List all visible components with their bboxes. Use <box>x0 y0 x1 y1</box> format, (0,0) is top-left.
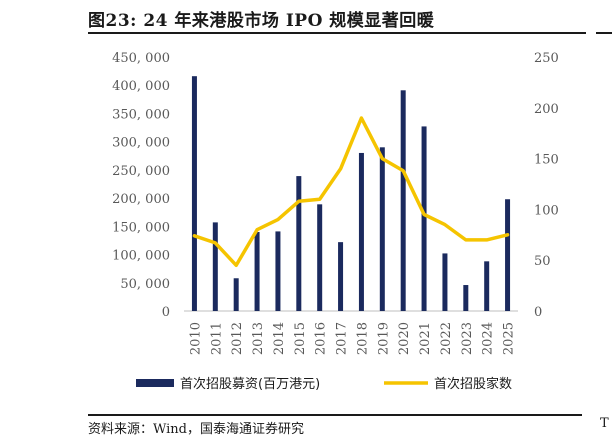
x-tick-label: 2025 <box>502 322 517 355</box>
left-tick-label: 200, 000 <box>112 192 170 207</box>
legend-bar-label: 首次招股募资(百万港元) <box>180 376 320 392</box>
left-tick-label: 300, 000 <box>112 136 170 151</box>
right-tick-label: 150 <box>534 153 559 168</box>
bar <box>442 253 448 311</box>
x-tick-label: 2023 <box>460 322 475 355</box>
x-axis-ticks: 2010 2011 2012 2013 2014 2015 2016 2017 2018 2019… <box>188 322 516 355</box>
x-tick-label: 2012 <box>230 322 245 355</box>
left-tick-label: 400, 000 <box>112 79 170 94</box>
source-note: 资料来源：Wind，国泰海通证券研究 <box>88 422 304 437</box>
right-tick-label: 250 <box>534 51 559 66</box>
bar <box>275 231 281 311</box>
x-tick-label: 2020 <box>397 322 412 355</box>
bar <box>317 204 323 311</box>
right-tick-label: 50 <box>534 254 551 269</box>
x-tick-label: 2010 <box>188 322 203 355</box>
bar <box>212 222 218 311</box>
legend-bar-swatch <box>136 379 174 387</box>
right-axis-ticks: 0 50 100 150 200 250 <box>534 51 559 320</box>
bar-series <box>191 76 511 312</box>
bar <box>400 90 406 312</box>
left-tick-label: 150, 000 <box>112 220 170 235</box>
title-rule-stub <box>596 32 612 34</box>
chart-title: 图23: 24 年来港股市场 IPO 规模显著回暖 <box>88 11 435 31</box>
x-tick-label: 2015 <box>293 322 308 355</box>
bar <box>505 199 511 311</box>
bar <box>379 147 385 311</box>
bar <box>421 126 427 311</box>
x-tick-label: 2013 <box>251 322 266 355</box>
left-tick-label: 100, 000 <box>112 249 170 264</box>
x-tick-label: 2011 <box>209 322 224 355</box>
left-tick-label: 250, 000 <box>112 164 170 179</box>
chart-canvas: 0 50, 000 100, 000 150, 000 200, 000 250, 000… <box>112 51 559 392</box>
left-tick-label: 350, 000 <box>112 107 170 122</box>
legend: 首次招股募资(百万港元) 首次招股家数 <box>136 376 512 392</box>
bar <box>358 152 364 311</box>
source-rule <box>88 414 582 416</box>
bar <box>233 278 239 311</box>
title-rule <box>88 32 586 34</box>
x-tick-label: 2019 <box>376 322 391 355</box>
x-tick-label: 2018 <box>355 322 370 355</box>
edge-mark: T <box>600 416 609 431</box>
x-tick-label: 2017 <box>335 322 350 355</box>
bar <box>254 231 260 311</box>
right-tick-label: 0 <box>534 305 542 320</box>
x-tick-label: 2022 <box>439 322 454 355</box>
x-tick-label: 2014 <box>272 322 287 355</box>
bar <box>296 176 302 311</box>
x-tick-label: 2016 <box>314 322 329 355</box>
left-tick-label: 0 <box>162 305 170 320</box>
right-tick-label: 100 <box>534 203 559 218</box>
right-tick-label: 200 <box>534 102 559 117</box>
line-series <box>192 116 510 268</box>
x-tick-label: 2024 <box>481 322 496 355</box>
x-tick-label: 2021 <box>418 322 433 355</box>
bar <box>191 76 197 312</box>
left-tick-label: 50, 000 <box>120 277 170 292</box>
bar <box>338 242 344 311</box>
legend-line-label: 首次招股家数 <box>434 376 512 392</box>
left-axis-ticks: 0 50, 000 100, 000 150, 000 200, 000 250, 000… <box>112 51 170 320</box>
left-tick-label: 450, 000 <box>112 51 170 66</box>
bar <box>484 261 490 311</box>
bar <box>463 285 469 311</box>
